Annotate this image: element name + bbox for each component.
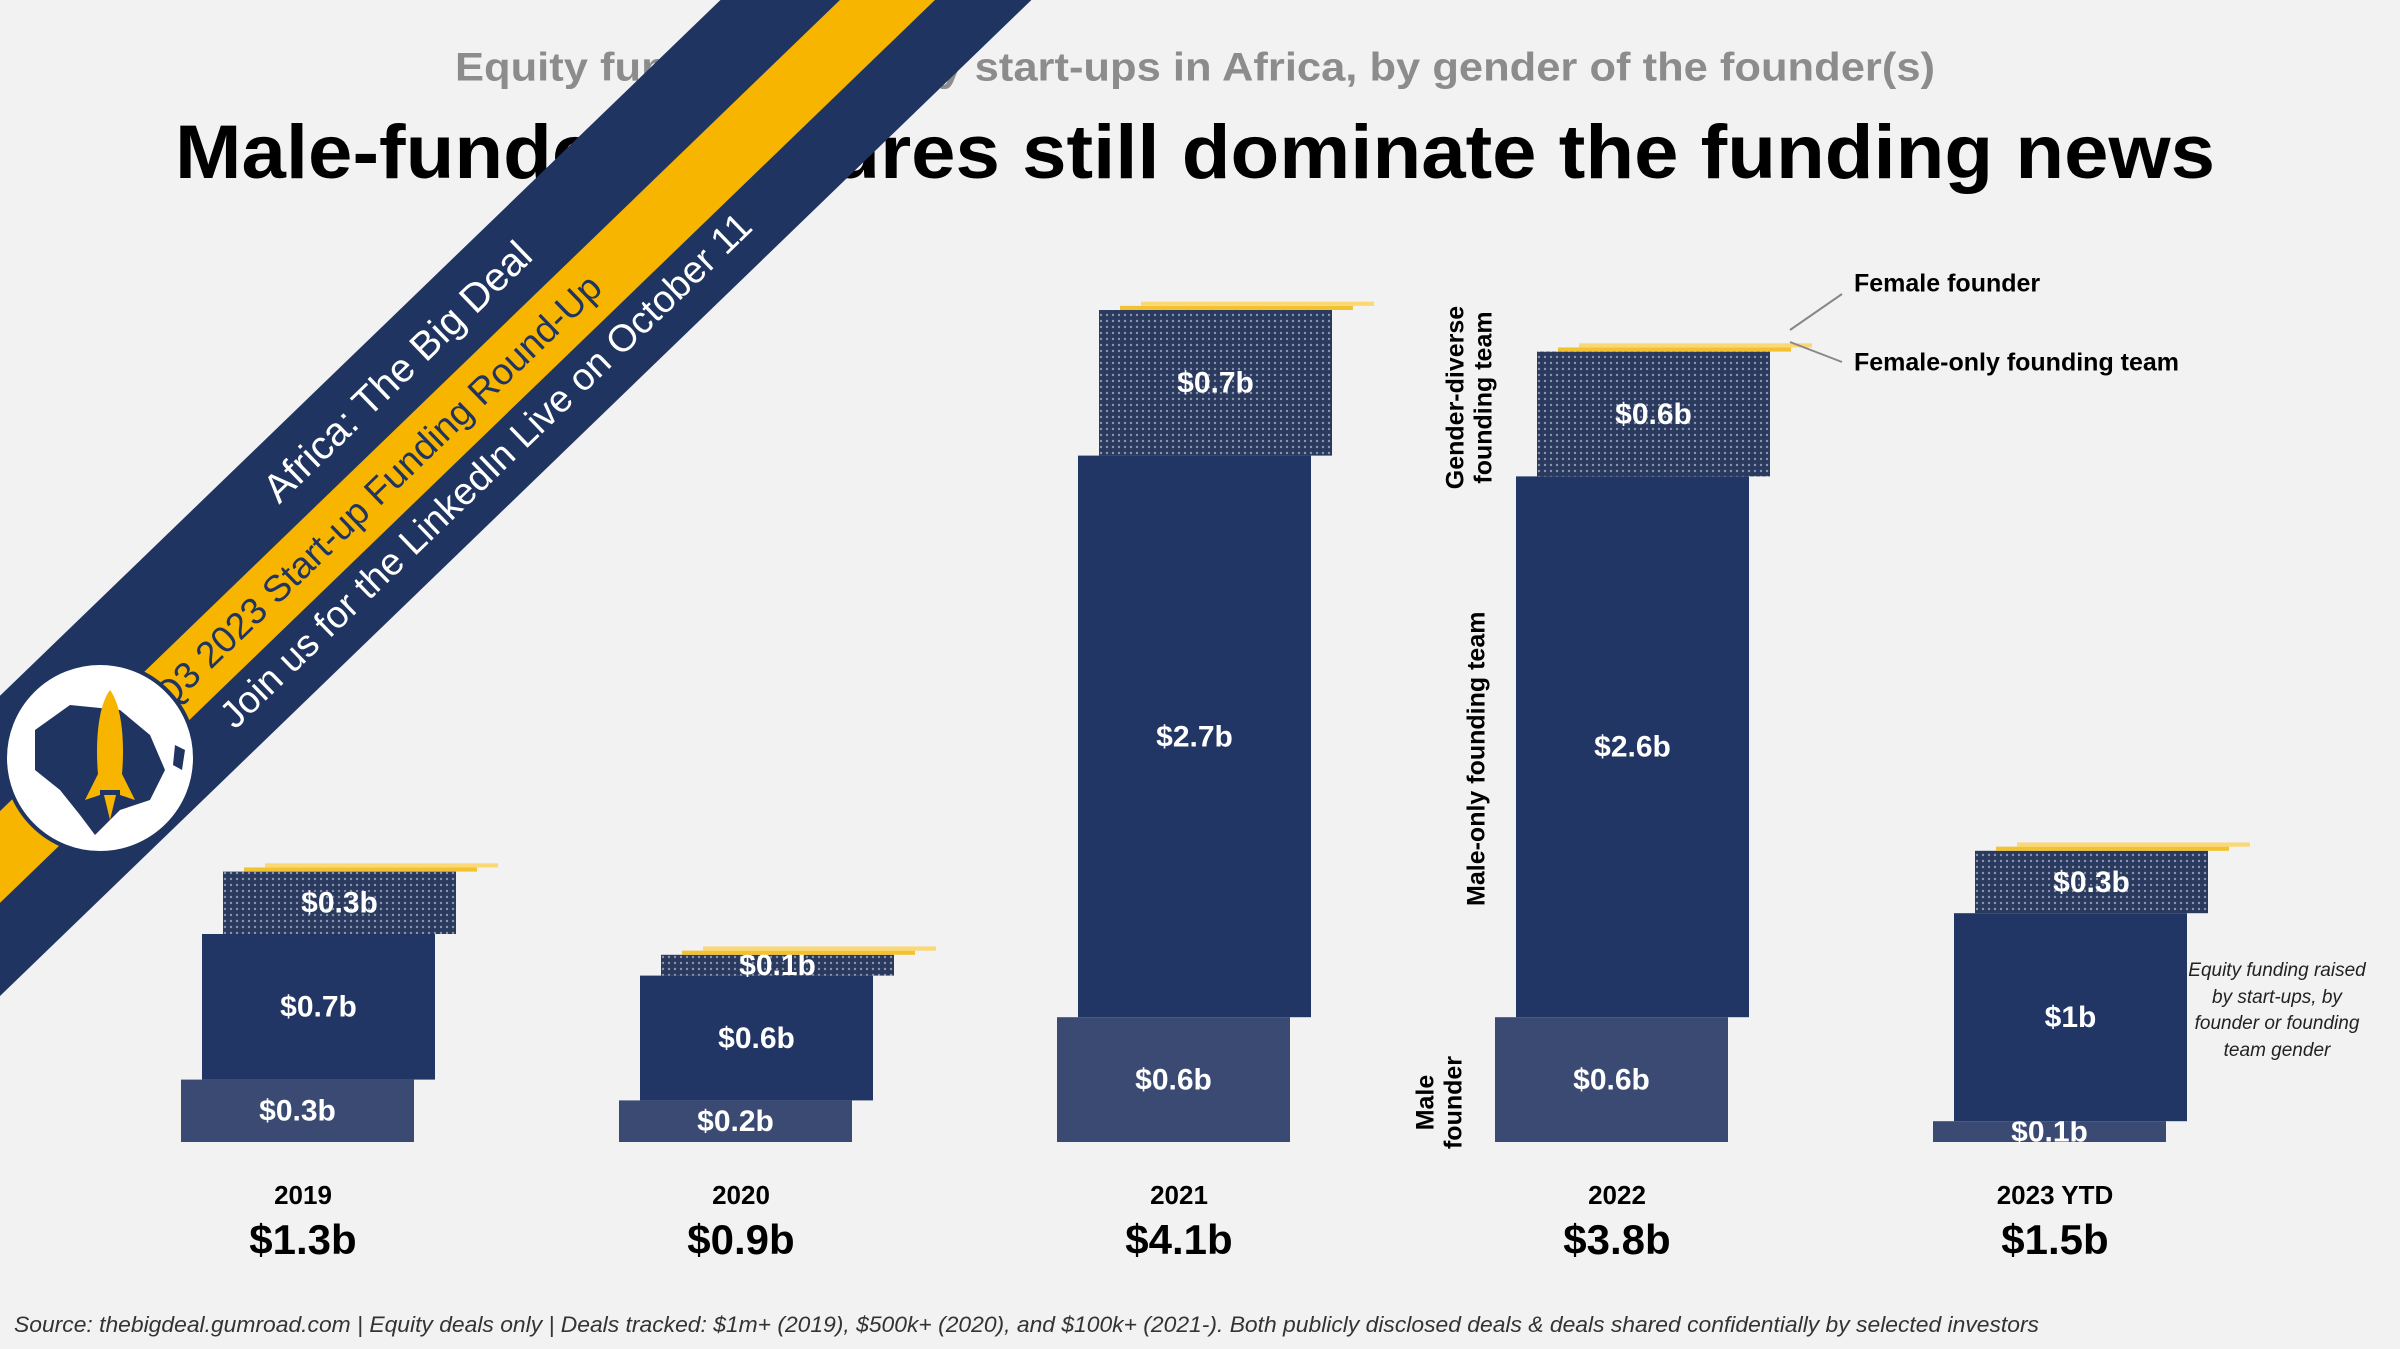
value-label: $0.6b xyxy=(1615,398,1692,431)
source: Source: thebigdeal.gumroad.com | Equity … xyxy=(14,1312,2039,1337)
logo xyxy=(3,661,197,855)
series-annotation: Male founder xyxy=(1411,1055,1468,1150)
x-tick-label: 2022 xyxy=(1588,1180,1646,1210)
value-label: $0.6b xyxy=(1573,1064,1650,1097)
value-label: $0.3b xyxy=(259,1095,336,1128)
note: Equity funding raised by start-ups, by f… xyxy=(2188,960,2366,1061)
bar-segment xyxy=(1099,310,1332,456)
total-label: $4.1b xyxy=(1125,1216,1232,1263)
bar-segment xyxy=(2017,842,2250,847)
bar-segment xyxy=(244,867,477,872)
chart-title: Male-funded ventures still dominate the … xyxy=(175,110,2215,195)
bar-segment xyxy=(223,871,456,934)
value-label: $0.6b xyxy=(718,1022,795,1055)
bar-segment xyxy=(619,1100,852,1142)
value-label: $0.7b xyxy=(280,991,357,1024)
bar-segment xyxy=(181,1079,414,1142)
bar-segment xyxy=(1558,347,1791,352)
banner-stripe xyxy=(0,0,1030,1298)
total-label: $3.8b xyxy=(1563,1216,1670,1263)
bar-segment xyxy=(1996,846,2229,851)
bar-segment xyxy=(682,950,915,955)
bar-segment xyxy=(1078,455,1311,1018)
bar-segment xyxy=(640,975,873,1101)
series-annotation: Gender-diverse founding team xyxy=(1441,305,1498,490)
value-label: $1b xyxy=(2045,1001,2097,1034)
annotation: Female founder xyxy=(1854,270,2040,298)
bar-segment xyxy=(661,954,894,976)
bar-segment xyxy=(703,946,936,951)
bar-segment xyxy=(1516,476,1749,1018)
x-tick-label: 2021 xyxy=(1150,1180,1208,1210)
bar-segment xyxy=(1975,850,2208,914)
bar-segment xyxy=(1141,301,1374,306)
x-tick-label: 2020 xyxy=(712,1180,770,1210)
bar-segment xyxy=(1537,351,1770,477)
value-label: $0.2b xyxy=(697,1105,774,1138)
value-label: $0.3b xyxy=(301,887,378,920)
value-label: $2.7b xyxy=(1156,720,1233,753)
bar-segment xyxy=(1057,1017,1290,1142)
annotation: Female-only founding team xyxy=(1854,349,2179,377)
bar-segment xyxy=(1120,305,1353,310)
bar-segment xyxy=(1495,1017,1728,1142)
value-label: $0.6b xyxy=(1135,1064,1212,1097)
series-annotation: Male-only founding team xyxy=(1462,611,1491,906)
bar-segment xyxy=(1579,343,1812,348)
bar-segment xyxy=(265,863,498,868)
total-label: $0.9b xyxy=(687,1216,794,1263)
value-label: $0.7b xyxy=(1177,367,1254,400)
bar-segment xyxy=(1933,1121,2166,1142)
value-label: $2.6b xyxy=(1594,731,1671,764)
x-tick-label: 2019 xyxy=(274,1180,332,1210)
annotation-arrow xyxy=(1789,341,1843,363)
value-label: $0.3b xyxy=(2053,866,2130,899)
bar-segment xyxy=(202,934,435,1080)
bar-segment xyxy=(1954,913,2187,1122)
bars: $0.3b$0.7b$0.3b2019$1.3b$0.2b$0.6b$0.1b2… xyxy=(181,301,2250,1263)
total-label: $1.5b xyxy=(2001,1216,2108,1263)
total-label: $1.3b xyxy=(249,1216,356,1263)
banner: Africa: The Big Deal Q3 2023 Start-up Fu… xyxy=(0,0,1077,1346)
x-tick-label: 2023 YTD xyxy=(1997,1180,2114,1210)
annotation-arrow xyxy=(1789,293,1843,331)
